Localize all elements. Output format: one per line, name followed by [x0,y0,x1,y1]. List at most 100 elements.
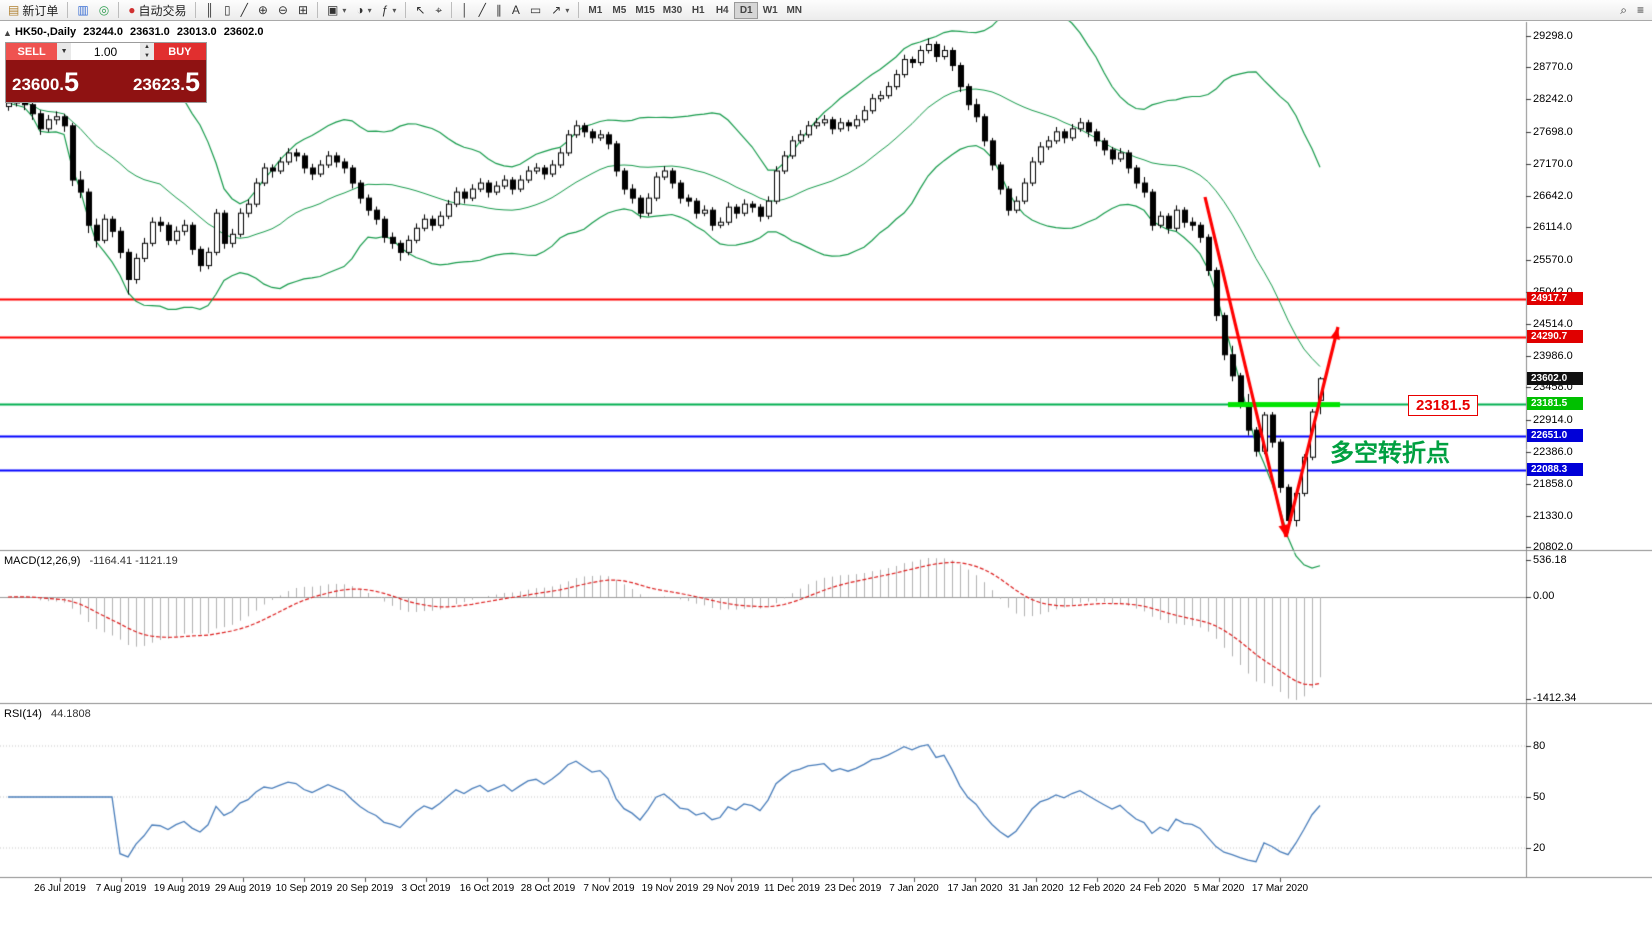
crosshair-tool-icon: ⌖ [435,3,443,17]
macd-axis-label: 0.00 [1533,590,1555,602]
price-axis-label: 21858.0 [1533,477,1573,490]
timeframe-m1-button[interactable]: M1 [583,2,607,19]
timeframe-mn-button[interactable]: MN [782,2,806,19]
auto-trading-icon: ● [128,3,136,17]
bid-price[interactable]: 23600. 5 [6,60,106,102]
bar-chart-type-icon: ║ [205,3,214,17]
volume-up-button[interactable]: ▲ [140,43,154,52]
rsi-axis-label: 80 [1533,740,1546,752]
rsi-axis-label: 20 [1533,842,1546,854]
date-axis-label: 7 Aug 2019 [95,883,147,894]
price-axis-label: 26114.0 [1533,221,1572,234]
price-axis-label: 27698.0 [1533,125,1573,138]
date-axis-label: 29 Nov 2019 [702,883,760,894]
channel-tool-button[interactable]: ∥ [491,1,507,19]
dropdown-arrow-icon: ▾ [342,5,347,15]
arrows-tool-button[interactable]: ↗ ▾ [546,1,574,19]
profiles-button[interactable]: ◑ ▾ [351,1,376,19]
volume-dropdown-button[interactable]: ▼ [57,43,72,60]
ask-price[interactable]: 23623. 5 [106,60,206,102]
price-axis-label: 27170.0 [1533,157,1573,170]
price-tag: 22088.3 [1527,462,1583,476]
tile-windows-button[interactable]: ⊞ [293,1,313,19]
zoom-out-icon: ⊖ [277,3,288,17]
date-axis-label: 23 Dec 2019 [824,883,882,894]
date-axis-label: 16 Oct 2019 [459,883,515,894]
turning-point-annotation-text: 多空转折点 [1330,440,1450,467]
search-button[interactable]: ⌕ [1615,1,1632,19]
rsi-name: RSI(14) [4,708,42,720]
timeframe-h4-button[interactable]: H4 [710,2,734,19]
price-tag: 22651.0 [1527,429,1583,443]
rectangle-tool-button[interactable]: ▭ [525,1,546,19]
zoom-in-button[interactable]: ⊕ [253,1,273,19]
price-axis-label: 26642.0 [1533,189,1573,202]
date-axis-label: 31 Jan 2020 [1008,883,1064,894]
bar-chart-type-button[interactable]: ║ [200,1,219,19]
price-axis-label: 28770.0 [1533,61,1573,74]
indicators-icon: ƒ [381,3,389,17]
timeframe-w1-button[interactable]: W1 [758,2,782,19]
refresh-button[interactable]: ◎ [94,1,114,19]
date-axis-label: 12 Feb 2020 [1068,883,1126,894]
volume-input[interactable] [71,43,141,60]
line-chart-type-icon: ╱ [240,3,248,17]
refresh-icon: ◎ [98,3,110,17]
line-chart-type-button[interactable]: ╱ [236,1,253,19]
trade-panel-controls: SELL ▼ ▲ ▼ BUY [6,43,207,60]
support-level-label-box[interactable]: 23181.5 [1408,395,1479,416]
toolbar: ▤ 新订单 ▥ ◎ ● 自动交易 ║ ▯ ╱ ⊕ ⊖ ⊞ ▣ ▾ ◑ ▾ ƒ ▾ ↖ ⌖ │ ╱ ∥ A ▭ ↗ ▾ M1 M5 M15 M… [0,0,1652,21]
layers-button[interactable]: ≡ [1632,1,1649,19]
crosshair-tool-button[interactable]: ⌖ [430,1,447,19]
date-axis-label: 10 Sep 2019 [275,883,333,894]
dropdown-arrow-icon: ▾ [565,5,570,15]
dropdown-arrow-icon: ▾ [367,5,372,15]
bid-ask-prices: 23600. 5 23623. 5 [6,60,206,102]
ohlc-low: 23013.0 [176,26,217,38]
rsi-value: 44.1808 [50,708,91,720]
ohlc-open: 23244.0 [83,26,123,38]
date-axis-label: 29 Aug 2019 [214,883,272,894]
date-axis-label: 5 Mar 2020 [1193,883,1245,894]
dropdown-arrow-icon: ▾ [392,5,397,15]
auto-trading-button[interactable]: ● 自动交易 [123,1,191,19]
toolbar-separator [317,2,318,18]
timeframe-h1-button[interactable]: H1 [686,2,710,19]
indicators-button[interactable]: ƒ ▾ [377,1,402,19]
trendline-tool-button[interactable]: ╱ [474,1,491,19]
date-axis-label: 17 Jan 2020 [947,883,1003,894]
date-axis-label: 19 Nov 2019 [641,883,699,894]
timeframe-m15-button[interactable]: M15 [631,2,658,19]
volume-down-button[interactable]: ▼ [140,51,154,60]
macd-indicator-label: MACD(12,26,9) -1164.41 -1121.19 [4,555,178,567]
bid-price-big-digit: 5 [64,67,80,97]
timeframe-m30-button[interactable]: M30 [659,2,686,19]
vline-tool-button[interactable]: │ [456,1,474,19]
timeframe-m5-button[interactable]: M5 [607,2,631,19]
macd-values: -1164.41 -1121.19 [89,555,178,567]
new-order-button[interactable]: ▤ 新订单 [3,1,63,19]
candlestick-chart-type-button[interactable]: ▯ [219,1,236,19]
cursor-tool-button[interactable]: ↖ [410,1,430,19]
buy-button[interactable]: BUY [153,43,207,60]
sell-button[interactable]: SELL [6,43,58,60]
price-tag: 24290.7 [1527,330,1583,344]
new-chart-button[interactable]: ▣ ▾ [322,1,351,19]
toolbar-separator [578,2,580,18]
trade-panel-toggle-icon[interactable]: ▲ [3,28,12,38]
new-order-button-label: 新订单 [22,3,59,18]
charts-window-button[interactable]: ▥ [72,1,93,19]
search-icon: ⌕ [1620,3,1627,17]
ohlc-high: 23631.0 [130,26,170,38]
zoom-out-button[interactable]: ⊖ [273,1,293,19]
toolbar-separator [451,2,453,18]
date-axis-label: 7 Jan 2020 [889,883,939,894]
ask-price-big-digit: 5 [184,67,200,97]
timeframe-d1-button[interactable]: D1 [734,1,759,19]
text-tool-button[interactable]: A [507,1,525,19]
toolbar-separator [67,2,69,18]
price-tag: 24917.7 [1527,292,1583,306]
cursor-tool-icon: ↖ [415,3,426,17]
